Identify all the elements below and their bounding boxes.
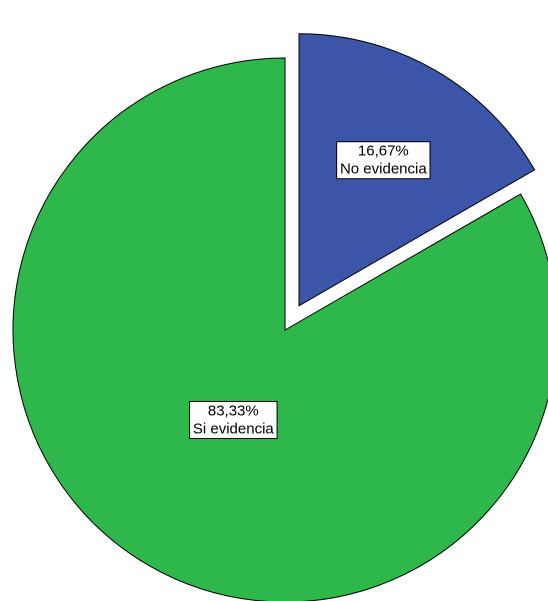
pie-labels: 16,67%No evidencia 83,33%Si evidencia: [189, 141, 431, 440]
slice-percent-label: 16,67%: [358, 143, 409, 160]
slice-category-label: Si evidencia: [193, 421, 275, 438]
pie-slice-si-evidencia: [12, 57, 548, 601]
slice-percent-label: 83,33%: [208, 403, 259, 420]
pie-slices: [12, 33, 548, 601]
label-box: [336, 141, 431, 180]
label-box: [189, 401, 278, 440]
slice-category-label: No evidencia: [340, 161, 427, 178]
slice-label-no-evidencia: 16,67%No evidencia: [336, 141, 431, 180]
slice-label-si-evidencia: 83,33%Si evidencia: [189, 401, 278, 440]
